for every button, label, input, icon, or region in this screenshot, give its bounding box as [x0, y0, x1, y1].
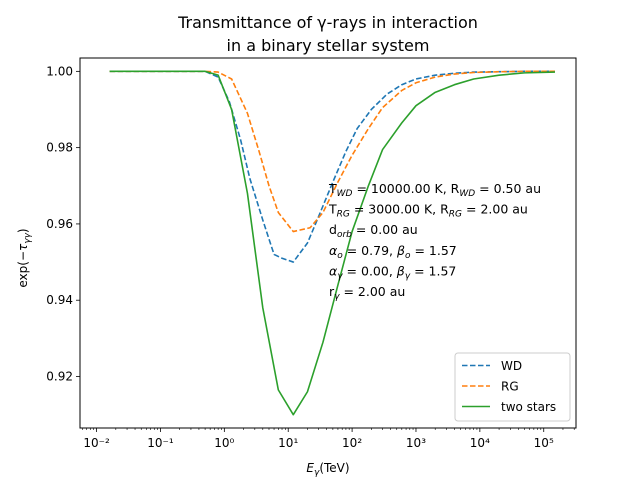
legend-label: WD — [501, 359, 522, 373]
annotation-line: rγ = 2.00 au — [329, 284, 405, 302]
y-tick-label: 0.96 — [46, 217, 73, 231]
x-tick-label: 10⁻¹ — [147, 436, 174, 450]
x-tick-label: 10² — [342, 436, 362, 450]
legend-box — [454, 352, 571, 422]
annotation-line: TRG = 3000.00 K, RRG = 2.00 au — [328, 202, 528, 220]
x-tick-label: 10⁴ — [470, 436, 490, 450]
y-tick-label: 0.92 — [46, 370, 73, 384]
y-tick-label: 1.00 — [46, 64, 73, 78]
x-tick-label: 10⁵ — [534, 436, 554, 450]
x-tick-label: 10¹ — [278, 436, 298, 450]
series-line-two-stars — [109, 70, 556, 416]
plot-area — [109, 70, 556, 416]
series-lines — [109, 70, 556, 416]
x-axis-label: Eγ(TeV) — [306, 461, 349, 478]
y-tick-label: 0.98 — [46, 141, 73, 155]
x-tick-label: 10³ — [406, 436, 426, 450]
parameter-annotation: TWD = 10000.00 K, RWD = 0.50 au TRG = 300… — [328, 181, 541, 302]
chart-title-line-2: in a binary stellar system — [227, 36, 430, 55]
annotation-line: TWD = 10000.00 K, RWD = 0.50 au — [328, 181, 541, 199]
legend: WD RG two stars — [454, 352, 571, 422]
y-tick-label: 0.94 — [46, 293, 73, 307]
annotation-line: αo = 0.79, βo = 1.57 — [329, 243, 457, 261]
chart-title-line-1: Transmittance of γ-rays in interaction — [177, 13, 478, 32]
x-tick-label: 10⁰ — [214, 436, 234, 450]
x-tick-label: 10⁻² — [83, 436, 110, 450]
annotation-line: αγ = 0.00, βγ = 1.57 — [329, 263, 456, 281]
legend-label: RG — [501, 380, 519, 394]
axes-frame — [79, 57, 577, 429]
annotation-line: dorb = 0.00 au — [329, 222, 418, 240]
y-axis-label: exp(−τγγ) — [16, 228, 33, 287]
x-axis-ticks: 10⁻² 10⁻¹ 10⁰ 10¹ 10² 10³ 10⁴ 10⁵ — [82, 428, 575, 450]
y-axis-ticks: 0.92 0.94 0.96 0.98 1.00 — [46, 64, 80, 384]
legend-label: two stars — [501, 400, 556, 414]
